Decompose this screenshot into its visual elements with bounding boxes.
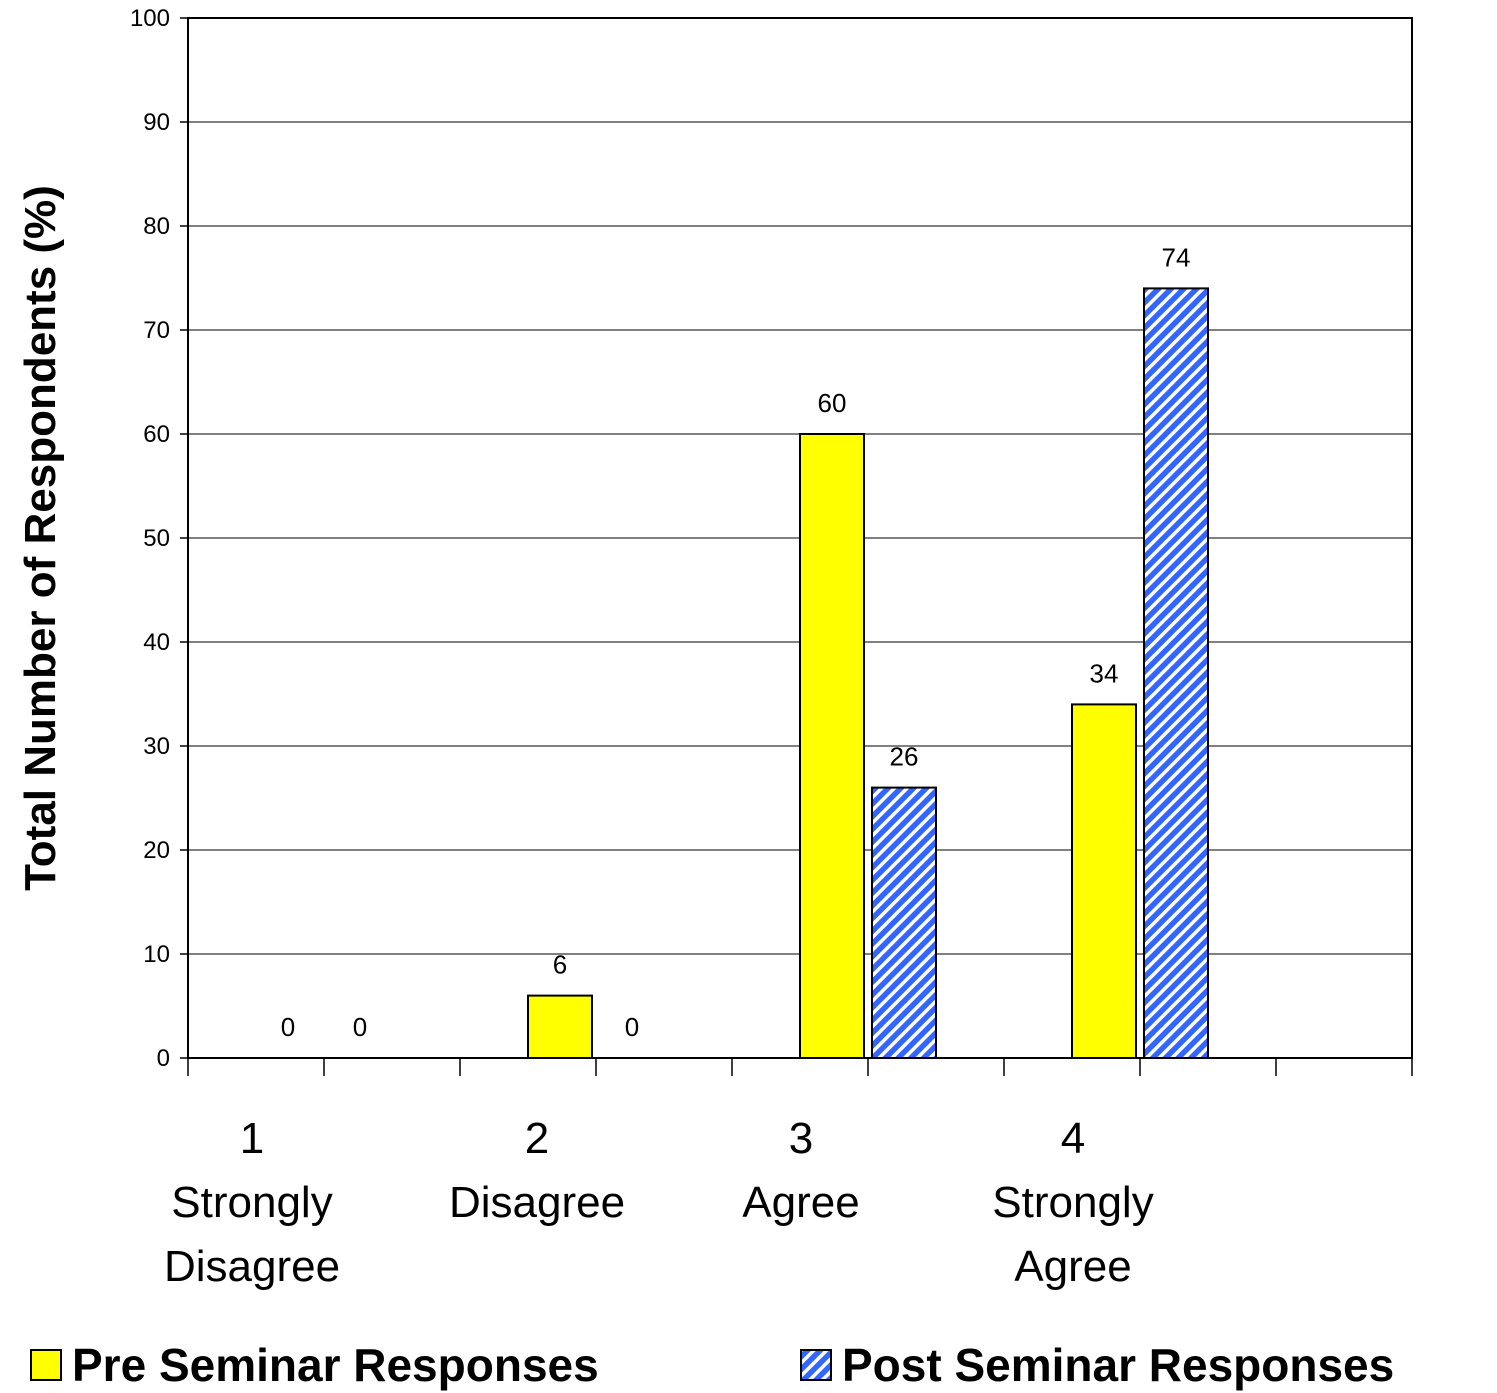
y-tick-label: 80 [143,213,170,240]
data-label: 74 [1162,242,1191,272]
category-label-line: Agree [1014,1242,1131,1291]
category-label-line: 3 [789,1114,813,1163]
category-label-line: 2 [525,1114,549,1163]
category-label-line: Disagree [449,1178,625,1227]
category-label-line: Disagree [164,1242,340,1291]
category-label: 2 Disagree [449,1114,625,1227]
y-tick-label: 100 [130,5,170,32]
data-label: 6 [553,950,567,980]
category-label: 3 Agree [742,1114,859,1227]
y-tick-label: 10 [143,941,170,968]
category-label-line: 4 [1061,1114,1085,1163]
legend-item-pre: Pre Seminar Responses [30,1339,599,1391]
y-tick-label: 90 [143,109,170,136]
legend-label-pre: Pre Seminar Responses [72,1339,599,1391]
data-label: 0 [625,1012,639,1042]
y-tick-label: 30 [143,733,170,760]
y-tick-label: 50 [143,525,170,552]
category-label-line: Agree [742,1178,859,1227]
bar [871,786,937,1059]
data-label: 26 [890,742,919,772]
data-label: 60 [818,388,847,418]
post-swatch-icon [800,1349,832,1381]
data-label: 34 [1090,658,1119,688]
category-label-line: 1 [240,1114,264,1163]
y-axis-title: Total Number of Respondents (%) [16,185,65,891]
y-tick-label: 20 [143,837,170,864]
y-tick-label: 40 [143,629,170,656]
legend-item-post: Post Seminar Responses [800,1339,1395,1391]
bar [1143,287,1209,1059]
y-tick-label: 60 [143,421,170,448]
y-tick-label: 0 [157,1045,170,1072]
legend-label-post: Post Seminar Responses [842,1339,1395,1391]
category-label: 4 Strongly Agree [992,1114,1153,1291]
category-label: 1 Strongly Disagree [164,1114,340,1291]
data-label: 0 [281,1012,295,1042]
bar [799,433,865,1059]
y-tick-label: 70 [143,317,170,344]
category-label-line: Strongly [171,1178,332,1227]
bar [1071,703,1137,1060]
pre-swatch-icon [30,1349,62,1381]
data-label: 0 [353,1012,367,1042]
category-label-line: Strongly [992,1178,1153,1227]
bar [527,994,593,1059]
